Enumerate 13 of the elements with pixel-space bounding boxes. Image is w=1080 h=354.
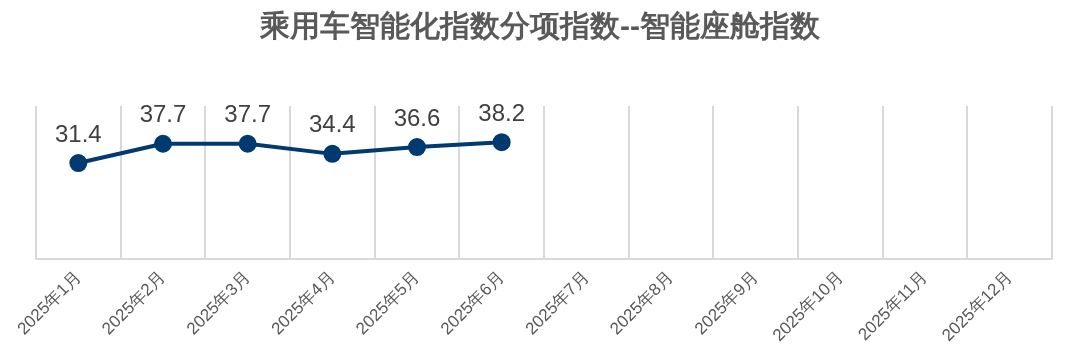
data-label: 37.7 — [139, 100, 187, 128]
data-label: 36.6 — [393, 103, 441, 131]
point — [492, 133, 511, 152]
point — [154, 134, 172, 153]
data-label: 34.4 — [308, 110, 356, 138]
point — [238, 134, 257, 153]
data-label: 38.2 — [478, 98, 526, 126]
data-label: 37.7 — [224, 100, 272, 128]
point — [323, 144, 342, 163]
point — [69, 154, 88, 173]
data-label: 31.4 — [54, 119, 102, 147]
chart-title: 乘用车智能化指数分项指数--智能座舱指数 — [259, 9, 821, 43]
point — [408, 138, 426, 157]
